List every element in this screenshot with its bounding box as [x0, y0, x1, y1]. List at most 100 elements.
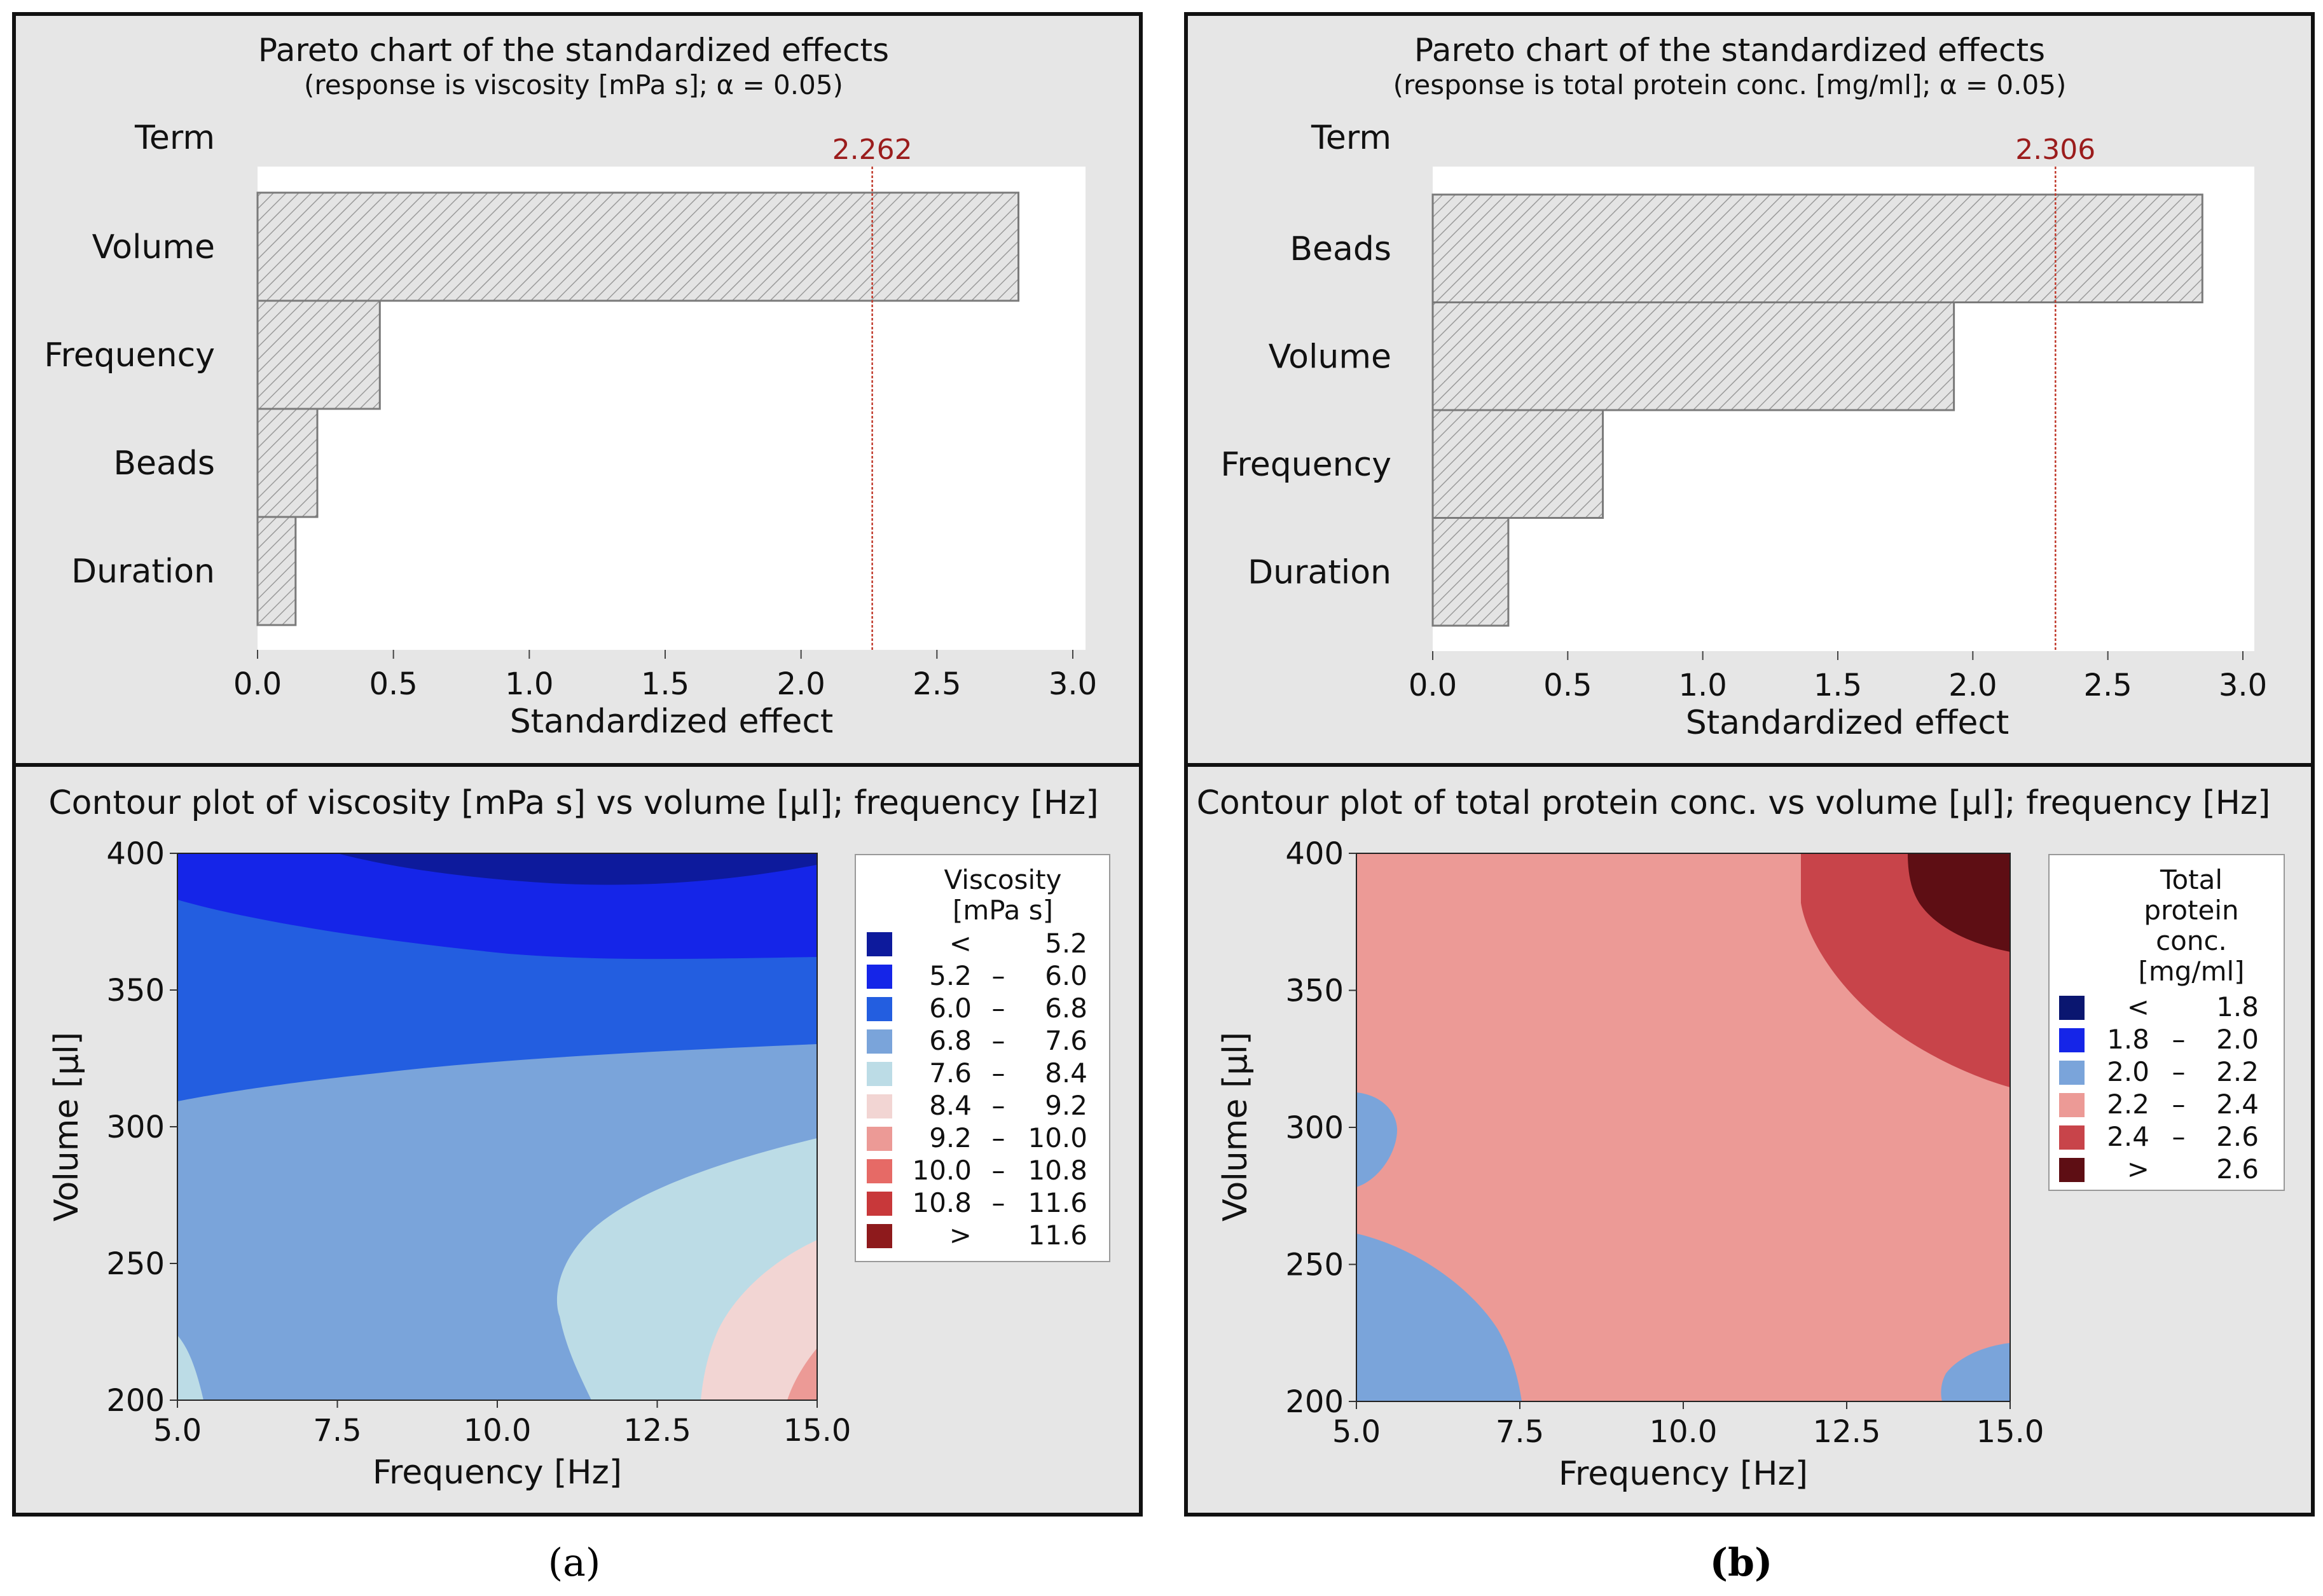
contour-b-ytick-label: 300 — [1285, 1110, 1344, 1146]
contour-b-xtick-label: 10.0 — [1650, 1414, 1718, 1450]
pareto-b-xtick-label: 2.0 — [1948, 668, 1997, 703]
contour-b-legend-swatch — [2059, 1125, 2085, 1150]
contour-b-axes: 5.0 7.5 10.0 12.5 15.0 400 350 300 250 200 — [1285, 836, 2044, 1450]
pareto-a-xlabel: Standardized effect — [510, 703, 834, 741]
contour-a-ytick-label: 250 — [106, 1246, 165, 1282]
contour-a-title: Contour plot of viscosity [mPa s] vs vol… — [48, 784, 1098, 822]
contour-a-legend-lo: 10.0 — [912, 1155, 972, 1186]
pareto-a-xtick-label: 0.5 — [369, 666, 417, 702]
contour-a-legend-hi: 10.8 — [1028, 1155, 1087, 1186]
pareto-b-bar-beads — [1431, 193, 2203, 303]
contour-a-region-9.2-10.0 — [787, 1348, 817, 1400]
contour-a-legend: Viscosity[mPa s]< 5.25.2–6.06.0–6.86.8–7.… — [867, 864, 1087, 1251]
pareto-b-bar-frequency — [1431, 409, 1604, 519]
contour-a-legend-dash: – — [992, 993, 1005, 1024]
contour-a-legend-hi: 11.6 — [1028, 1220, 1087, 1251]
contour-a-legend-lo: 6.8 — [929, 1025, 972, 1056]
contour-a-region-lt-5.2 — [337, 853, 817, 885]
contour-a-legend-dash: – — [992, 960, 1005, 991]
contour-a-legend-box — [855, 854, 1110, 1262]
pareto-b-xtick-label: 1.5 — [1814, 668, 1862, 703]
contour-a-legend-swatch — [867, 965, 892, 989]
contour-b-legend-hi: 2.6 — [2216, 1153, 2259, 1185]
contour-a-legend-dash: – — [992, 1057, 1005, 1089]
contour-a-legend-swatch — [867, 1029, 892, 1054]
contour-a-legend-swatch — [867, 1192, 892, 1216]
contour-a-plot — [177, 853, 817, 1400]
contour-a-legend-title: [mPa s] — [953, 895, 1053, 926]
pareto-a-xtick-label: 3.0 — [1049, 666, 1097, 702]
pareto-b-xtick-label: 0.0 — [1409, 668, 1457, 703]
contour-b-legend-hi: 2.4 — [2216, 1089, 2259, 1120]
contour-a-xtick-label: 12.5 — [623, 1413, 691, 1448]
pareto-b-term-volume: Volume — [1269, 338, 1391, 376]
contour-b-legend-hi: 2.2 — [2216, 1056, 2259, 1087]
pareto-b-subtitle: (response is total protein conc. [mg/ml]… — [1393, 69, 2067, 100]
contour-b-legend-title: conc. — [2156, 925, 2227, 956]
contour-b-ytick-label: 200 — [1285, 1384, 1344, 1420]
contour-b-legend-lo: 2.2 — [2107, 1089, 2149, 1120]
contour-b-legend-lo: 1.8 — [2107, 1024, 2149, 1055]
pareto-b-term-beads: Beads — [1290, 230, 1391, 268]
pareto-b-bar-duration — [1431, 517, 1510, 627]
contour-b-xtick-label: 7.5 — [1496, 1414, 1544, 1450]
contour-a-legend-lo: < — [949, 928, 972, 959]
contour-a-region-7.6-8.4-left — [177, 1335, 203, 1400]
contour-a-xtick-label: 5.0 — [153, 1413, 202, 1448]
panel-a: Pareto chart of the standardized effects… — [12, 12, 1143, 1585]
contour-b-legend-title: [mg/ml] — [2138, 956, 2244, 987]
contour-a-legend-swatch — [867, 1094, 892, 1118]
contour-b-xtick-label: 15.0 — [1976, 1414, 2044, 1450]
contour-b-legend-dash: – — [2172, 1089, 2186, 1120]
contour-b-legend-hi: 2.0 — [2216, 1024, 2259, 1055]
contour-a-ytick-label: 300 — [106, 1110, 165, 1145]
contour-b-legend-hi: 2.6 — [2216, 1121, 2259, 1152]
contour-b-plot — [1356, 853, 2010, 1401]
pareto-b-xtick-label: 2.5 — [2083, 668, 2132, 703]
contour-b-ytick-label: 250 — [1285, 1248, 1344, 1283]
contour-b-legend-dash: – — [2172, 1056, 2186, 1087]
contour-b-legend-dash: – — [2172, 1024, 2186, 1055]
contour-b-legend-title: Total — [2160, 864, 2223, 895]
contour-b-region-gt-2.6 — [1908, 853, 2010, 952]
pareto-a-term-label: Term — [134, 119, 215, 157]
pareto-a-xtick-label: 2.5 — [913, 666, 961, 702]
contour-a-legend-lo: 6.0 — [929, 993, 972, 1024]
contour-a-legend-hi: 5.2 — [1045, 928, 1087, 959]
contour-a-legend-swatch — [867, 1062, 892, 1086]
contour-b-ylabel: Volume [µl] — [1217, 1032, 1255, 1221]
contour-a-legend-swatch — [867, 997, 892, 1021]
contour-a-ytick-label: 200 — [106, 1383, 165, 1419]
pareto-b-xtick-label: 3.0 — [2219, 668, 2267, 703]
contour-a-legend-dash: – — [992, 1122, 1005, 1153]
caption-b: (b) — [1710, 1541, 1773, 1585]
contour-a-legend-swatch — [867, 1159, 892, 1183]
pareto-b-xtick-label: 1.0 — [1678, 668, 1727, 703]
pareto-b-term-duration: Duration — [1248, 553, 1391, 591]
contour-b-legend-swatch — [2059, 1158, 2085, 1182]
contour-b-legend-lo: > — [2127, 1153, 2149, 1185]
contour-b-legend-hi: 1.8 — [2216, 991, 2259, 1022]
contour-a-legend-swatch — [867, 1127, 892, 1151]
contour-a-legend-hi: 10.0 — [1028, 1122, 1087, 1153]
pareto-b-term-frequency: Frequency — [1220, 446, 1391, 484]
contour-b-xlabel: Frequency [Hz] — [1559, 1455, 1808, 1493]
contour-b-legend-box — [2048, 854, 2285, 1191]
contour-a-legend-swatch — [867, 932, 892, 956]
contour-b-legend-lo: < — [2127, 991, 2149, 1022]
pareto-a-term-duration: Duration — [71, 553, 215, 591]
contour-a-xtick-label: 15.0 — [783, 1413, 851, 1448]
pareto-a-bar-frequency — [256, 299, 381, 410]
contour-a-legend-dash: – — [992, 1090, 1005, 1121]
pareto-a-marks: Volume Frequency Beads Duration 2.262 0.0 0.5 1… — [44, 134, 1097, 702]
contour-b-legend-swatch — [2059, 996, 2085, 1020]
contour-b-legend-lo: 2.4 — [2107, 1121, 2149, 1152]
contour-a-xtick-label: 7.5 — [313, 1413, 361, 1448]
pareto-a-subtitle: (response is viscosity [mPa s]; α = 0.05… — [304, 69, 843, 100]
pareto-b-title: Pareto chart of the standardized effects — [1414, 32, 2045, 69]
contour-a-legend-dash: – — [992, 1025, 1005, 1056]
caption-a: (a) — [548, 1541, 601, 1585]
contour-a-ytick-label: 400 — [106, 836, 165, 872]
contour-b-legend-title: protein — [2144, 895, 2238, 926]
